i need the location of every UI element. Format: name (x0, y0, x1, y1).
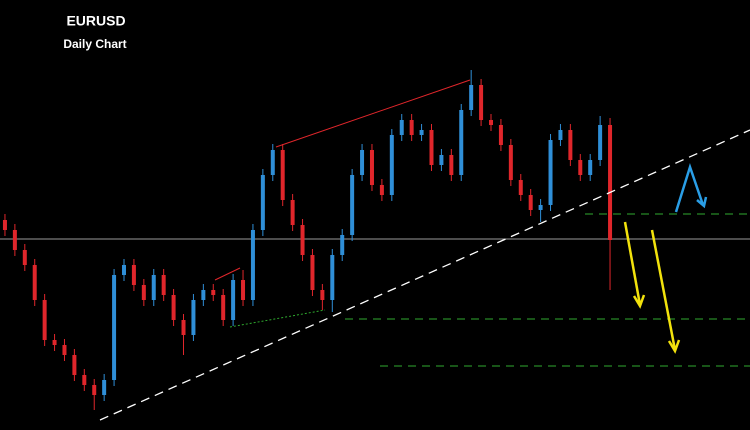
candle-body (409, 120, 414, 135)
candle-body (340, 235, 345, 255)
candle-body (22, 250, 27, 265)
arrow (623, 221, 642, 306)
candle-body (300, 225, 305, 255)
candle-body (518, 180, 523, 195)
candle-body (588, 160, 593, 175)
candle-body (379, 185, 384, 195)
chart-subtitle: Daily Chart (63, 37, 126, 51)
candle-body (201, 290, 206, 300)
candle-body (62, 345, 67, 355)
candles (2, 70, 613, 410)
arrow (674, 162, 705, 213)
candle-body (280, 150, 285, 200)
arrow-head (632, 294, 646, 309)
candle-body (102, 380, 107, 395)
candle-body (508, 145, 513, 180)
candle-body (131, 265, 136, 285)
chart-title: EURUSD (66, 13, 125, 29)
candle-body (2, 220, 7, 230)
candle-body (72, 355, 77, 375)
candle-body (608, 125, 613, 240)
candle-body (399, 120, 404, 135)
candle-body (439, 155, 444, 165)
candle-body (121, 265, 126, 275)
candle-body (419, 130, 424, 135)
candle-body (191, 300, 196, 335)
candle-body (82, 375, 87, 385)
candle-body (479, 85, 484, 120)
candle-body (151, 275, 156, 300)
candle-body (231, 280, 236, 320)
candle-body (290, 200, 295, 225)
candle-body (598, 125, 603, 160)
candle-body (558, 130, 563, 140)
candle-body (489, 120, 494, 125)
candle-body (260, 175, 265, 230)
candle-body (92, 385, 97, 395)
candle-body (310, 255, 315, 290)
candle-body (528, 195, 533, 210)
trend-line (99, 129, 750, 421)
candle-body (538, 205, 543, 210)
candle-body (360, 150, 365, 175)
resistance-line (214, 267, 241, 281)
candle-body (459, 110, 464, 175)
support-line (229, 309, 326, 328)
candle-body (270, 150, 275, 175)
candle-body (221, 295, 226, 320)
candle-body (389, 135, 394, 195)
candle-body (12, 230, 17, 250)
candle-body (330, 255, 335, 300)
arrow-head (667, 339, 681, 354)
arrows (623, 221, 681, 354)
candle-body (211, 290, 216, 295)
candle-body (52, 340, 57, 345)
arrow (650, 229, 677, 351)
candle-body (171, 295, 176, 320)
candle-body (548, 140, 553, 205)
candle-body (42, 300, 47, 340)
candle-body (141, 285, 146, 300)
candle-body (429, 130, 434, 165)
candle-body (161, 275, 166, 295)
candle-body (320, 290, 325, 300)
candle-body (469, 85, 474, 110)
candle-body (112, 275, 117, 380)
candle-body (568, 130, 573, 160)
candle-body (250, 230, 255, 300)
candle-body (241, 280, 246, 300)
arrow-head (696, 196, 708, 209)
pullback-arrow (674, 162, 708, 213)
candle-body (32, 265, 37, 300)
candle-body (369, 150, 374, 185)
resistance-line (275, 79, 471, 148)
candle-body (578, 160, 583, 175)
candle-body (350, 175, 355, 235)
candle-body (181, 320, 186, 335)
candle-body (449, 155, 454, 175)
candle-body (498, 125, 503, 145)
